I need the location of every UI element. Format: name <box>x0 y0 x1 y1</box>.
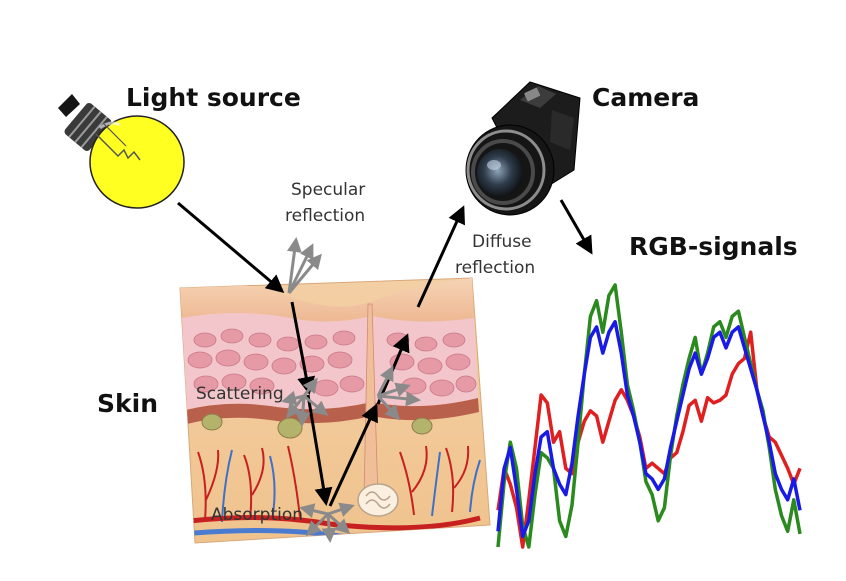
light-path <box>177 199 593 543</box>
rgb-signals-chart <box>496 283 802 549</box>
absorption-label: Absorption <box>211 505 303 525</box>
green-signal-line <box>496 283 802 549</box>
skin-label: Skin <box>97 389 158 418</box>
light-bulb-icon <box>58 94 185 209</box>
skin-cross-section <box>179 277 491 544</box>
diffuse-reflection-label-line1: Diffuse <box>472 232 532 252</box>
red-signal-line <box>496 330 802 549</box>
diffuse-reflection-label-line2: reflection <box>455 258 535 278</box>
specular-reflection-label-line1: Specular <box>291 180 365 200</box>
light-source-label: Light source <box>126 83 301 112</box>
camera-label: Camera <box>592 83 699 112</box>
rgb-signals-label: RGB-signals <box>629 232 798 261</box>
camera-icon <box>465 81 581 216</box>
specular-reflection-label-line2: reflection <box>285 206 365 226</box>
scattering-label: Scattering <box>196 384 284 404</box>
blue-signal-line <box>496 319 802 539</box>
